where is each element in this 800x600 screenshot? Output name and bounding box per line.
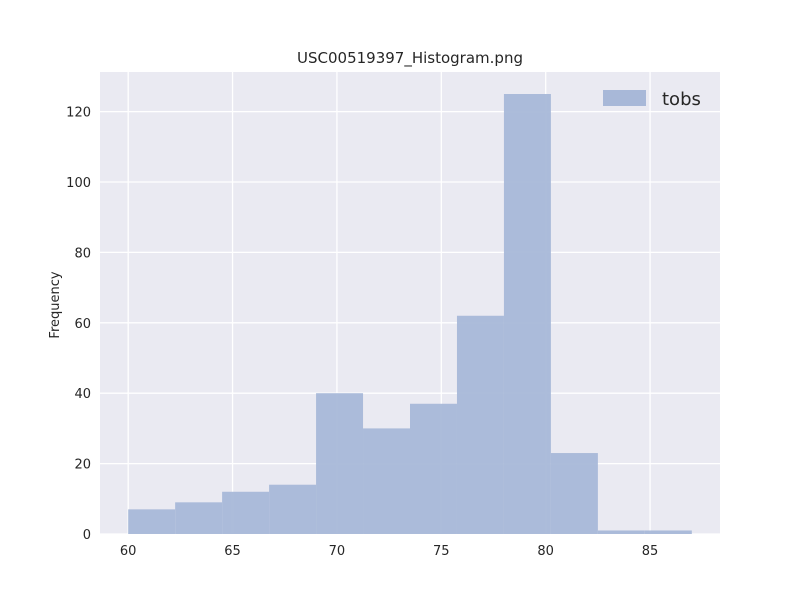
x-tick-label: 65	[224, 544, 241, 559]
legend: tobs	[603, 89, 701, 110]
histogram-bar	[222, 491, 270, 534]
histogram-bar	[456, 315, 504, 534]
histogram-bar	[644, 530, 692, 534]
x-tick-label: 75	[433, 544, 450, 559]
histogram-bar	[316, 393, 364, 534]
histogram-bar	[503, 94, 551, 534]
histogram-bar	[128, 509, 176, 534]
y-axis-label: Frequency	[48, 271, 63, 338]
x-tick-label: 85	[642, 544, 659, 559]
chart-title: USC00519397_Histogram.png	[297, 49, 523, 68]
y-tick-label: 0	[83, 528, 91, 543]
x-tick-label: 80	[537, 544, 554, 559]
grid-lines	[100, 72, 720, 535]
y-tick-label: 80	[74, 246, 91, 261]
legend-swatch-tobs	[603, 90, 646, 106]
y-tick-label: 20	[74, 458, 91, 473]
y-tick-label: 40	[74, 387, 91, 402]
histogram-bar	[597, 530, 645, 534]
x-tick-label: 70	[329, 544, 346, 559]
y-axis-ticks: 0 20 40 60 80 100 120	[66, 106, 91, 543]
histogram-bar	[269, 484, 317, 534]
legend-label-tobs: tobs	[662, 89, 701, 110]
histogram-bar	[363, 428, 410, 534]
y-tick-label: 60	[74, 317, 91, 332]
y-tick-label: 120	[66, 106, 91, 121]
histogram-bar	[175, 502, 223, 534]
x-tick-label: 60	[120, 544, 137, 559]
y-tick-label: 100	[66, 176, 91, 191]
x-axis-ticks: 60 65 70 75 80 85	[120, 544, 658, 559]
histogram-bar	[550, 453, 598, 534]
histogram-bars	[128, 94, 692, 534]
histogram-bar	[410, 403, 457, 534]
